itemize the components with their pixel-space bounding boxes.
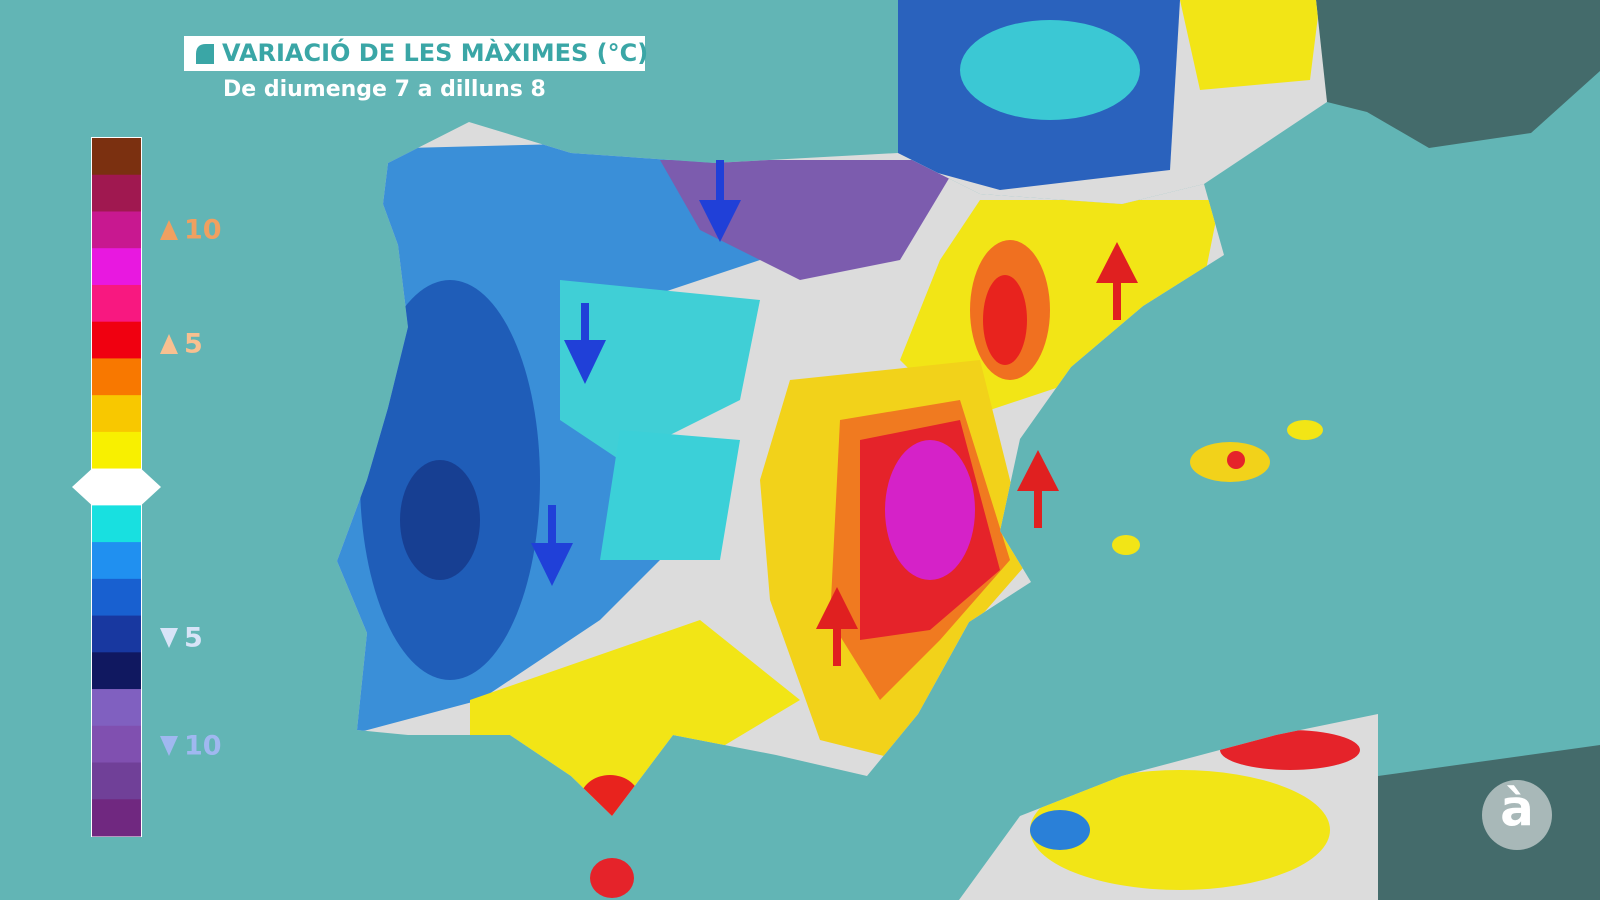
- legend-swatch: [92, 505, 141, 543]
- legend-swatch: [92, 321, 141, 359]
- subtitle: De diumenge 7 a dilluns 8: [223, 77, 546, 102]
- arrows: [531, 160, 1138, 666]
- legend-label: 10: [184, 731, 222, 762]
- legend-label: 5: [184, 623, 203, 654]
- iberia: [337, 122, 1224, 816]
- legend-swatch: [92, 211, 141, 249]
- legend-swatch: [92, 174, 141, 212]
- islands: [590, 420, 1323, 898]
- legend-swatch: [92, 762, 141, 800]
- legend-zero-marker: [72, 468, 161, 506]
- legend-swatch: [92, 725, 141, 764]
- legend-triangle: [160, 220, 178, 240]
- legend-swatch: [92, 799, 141, 837]
- legend-swatch: [92, 248, 141, 286]
- legend-triangle: [160, 736, 178, 756]
- title-block: VARIACIÓ DE LES MÀXIMES (°C) De diumenge…: [184, 36, 648, 102]
- legend-label: 10: [184, 215, 222, 246]
- france: [898, 0, 1327, 204]
- legend-swatch: [92, 542, 141, 580]
- legend-swatch: [92, 138, 141, 176]
- logo-text: à: [1500, 780, 1534, 838]
- legend-swatch: [92, 578, 141, 617]
- legend: 10 5 5 10: [72, 137, 222, 837]
- legend-swatch: [92, 284, 141, 323]
- legend-swatch: [92, 395, 141, 433]
- legend-label: 5: [184, 329, 203, 360]
- legend-swatch: [92, 689, 141, 727]
- legend-triangle: [160, 334, 178, 354]
- legend-swatch: [92, 431, 141, 470]
- legend-swatch: [92, 652, 141, 690]
- logo: à: [1482, 780, 1552, 850]
- legend-triangle: [160, 628, 178, 648]
- title: VARIACIÓ DE LES MÀXIMES (°C): [222, 37, 648, 67]
- north-africa: [959, 714, 1378, 900]
- legend-swatch: [92, 615, 141, 653]
- legend-swatch: [92, 358, 141, 396]
